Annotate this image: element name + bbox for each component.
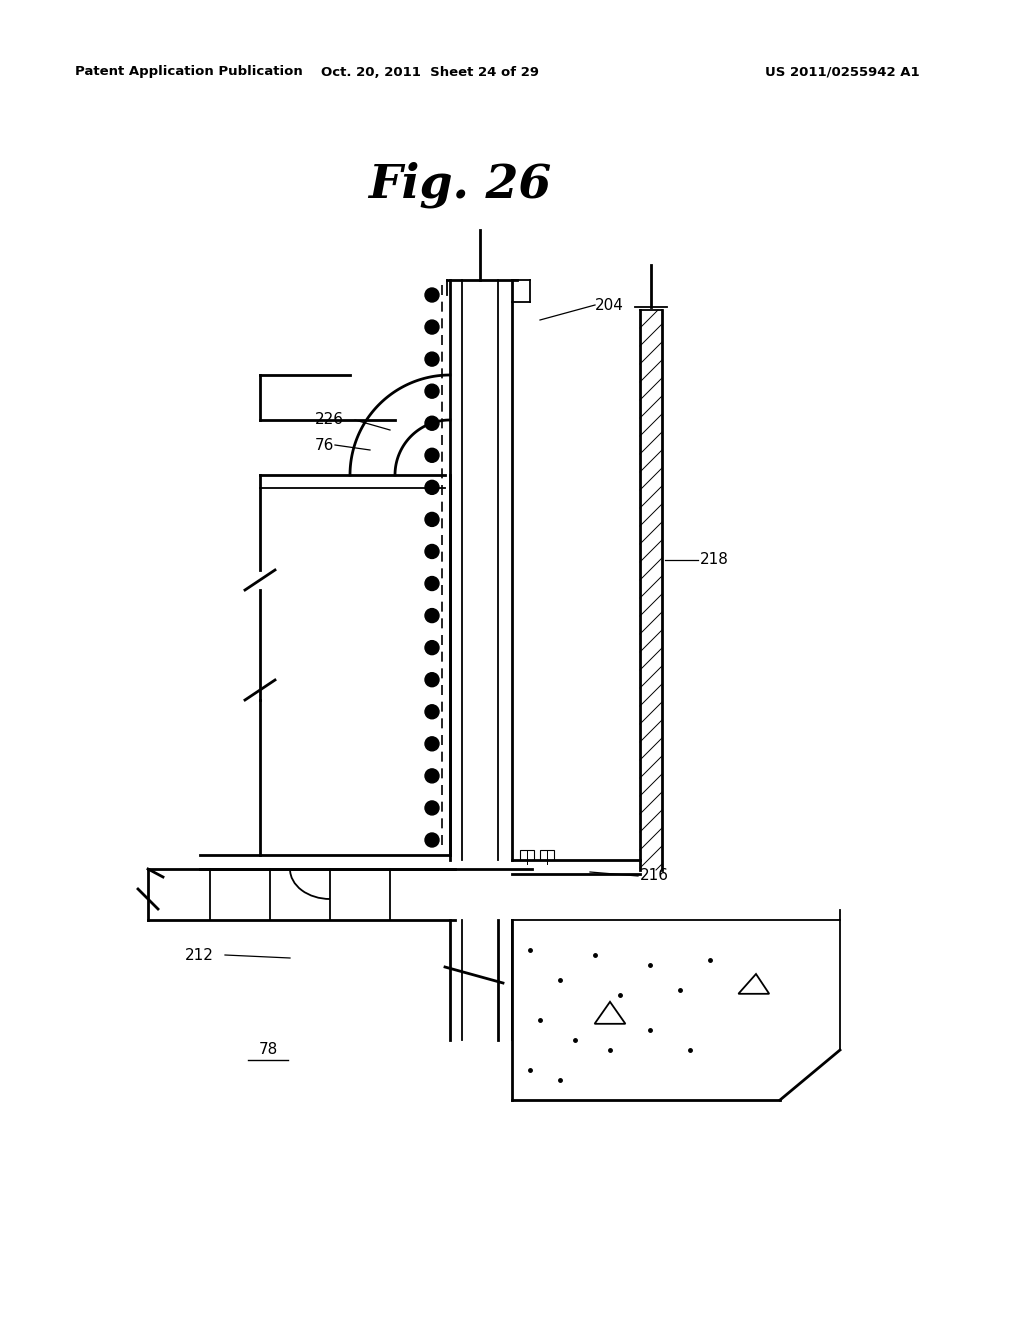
Circle shape xyxy=(425,480,439,495)
Circle shape xyxy=(425,737,439,751)
Circle shape xyxy=(425,577,439,590)
Text: 76: 76 xyxy=(315,437,335,453)
Text: 204: 204 xyxy=(595,297,624,313)
Circle shape xyxy=(425,512,439,527)
Circle shape xyxy=(425,801,439,814)
Circle shape xyxy=(425,352,439,366)
Circle shape xyxy=(425,673,439,686)
Text: Patent Application Publication: Patent Application Publication xyxy=(75,66,303,78)
Circle shape xyxy=(425,384,439,399)
Text: 226: 226 xyxy=(315,412,344,428)
Circle shape xyxy=(425,705,439,719)
Circle shape xyxy=(425,449,439,462)
Text: Oct. 20, 2011  Sheet 24 of 29: Oct. 20, 2011 Sheet 24 of 29 xyxy=(321,66,539,78)
Circle shape xyxy=(425,416,439,430)
Text: 212: 212 xyxy=(185,948,214,962)
Text: 216: 216 xyxy=(640,869,669,883)
Text: US 2011/0255942 A1: US 2011/0255942 A1 xyxy=(765,66,920,78)
Bar xyxy=(520,850,534,861)
Circle shape xyxy=(425,768,439,783)
Bar xyxy=(540,850,554,861)
Circle shape xyxy=(425,288,439,302)
Circle shape xyxy=(425,544,439,558)
Text: 218: 218 xyxy=(700,553,729,568)
Circle shape xyxy=(425,319,439,334)
Circle shape xyxy=(425,833,439,847)
Circle shape xyxy=(425,609,439,623)
Circle shape xyxy=(425,640,439,655)
Text: 78: 78 xyxy=(258,1043,278,1057)
Text: Fig. 26: Fig. 26 xyxy=(369,162,552,209)
